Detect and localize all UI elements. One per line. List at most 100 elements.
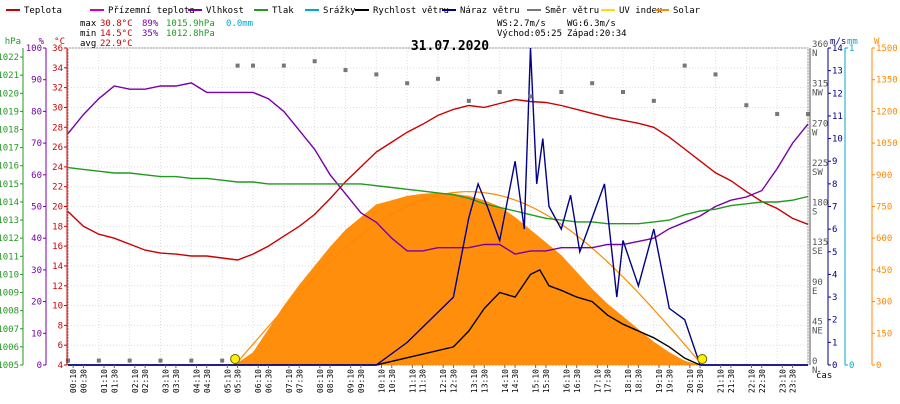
pressure-tick-label: 1013 [0, 216, 19, 226]
pressure-tick-label: 1020 [0, 89, 19, 99]
x-tick-label: 08:30 [326, 369, 335, 393]
stat-min-hum: 35% [142, 29, 159, 39]
humidity-axis-unit: % [39, 37, 45, 47]
pressure-tick-label: 1021 [0, 71, 19, 81]
wind-direction-point [312, 59, 317, 64]
x-tick-label: 02:10 [131, 369, 140, 393]
wind-direction-tick-name: E [812, 287, 817, 297]
wind-gust-info: WG:6.3m/s [567, 19, 616, 29]
x-tick-label: 07:10 [285, 369, 294, 393]
chart-title: 31.07.2020 [411, 39, 489, 54]
wind-speed-tick-label: 5 [832, 248, 837, 258]
pressure-tick-label: 1008 [0, 307, 19, 317]
solar-tick-label: 150 [876, 329, 892, 339]
wind-direction-point [158, 358, 163, 363]
x-tick-label: 18:30 [634, 369, 643, 393]
wind-direction-tick-name: SW [812, 168, 823, 178]
x-axis-label: čas [816, 370, 832, 381]
temperature-tick-label: 22 [52, 183, 63, 193]
wind-direction-tick-value: 360 [812, 40, 828, 50]
pressure-tick-label: 1016 [0, 162, 19, 172]
pressure-tick-label: 1007 [0, 325, 19, 335]
humidity-tick-label: 60 [31, 171, 42, 181]
x-tick-label: 04:10 [192, 369, 201, 393]
x-tick-label: 15:10 [532, 369, 541, 393]
temperature-tick-label: 16 [52, 242, 63, 252]
pressure-tick-label: 1011 [0, 252, 19, 262]
sunset-marker [697, 354, 708, 364]
wind-direction-point [405, 81, 410, 86]
wind-direction-point [466, 98, 471, 103]
wind-direction-tick-name: NE [812, 326, 823, 336]
x-tick-label: 19:10 [655, 369, 664, 393]
wind-direction-point [651, 98, 656, 103]
solar-tick-label: 450 [876, 266, 892, 276]
legend-label-feels: Přízemní teplota [108, 6, 195, 16]
wind-direction-point [590, 81, 595, 86]
wind-direction-tick-value: 0 [812, 357, 817, 367]
legend-label-uv: UV index [619, 6, 663, 16]
wind-direction-point [806, 112, 810, 117]
x-tick-label: 06:30 [264, 369, 273, 393]
wind-speed-tick-label: 0 [832, 361, 837, 371]
wind-direction-point [96, 358, 101, 363]
wind-speed-tick-label: 14 [832, 44, 843, 54]
x-tick-label: 08:10 [316, 369, 325, 393]
x-tick-label: 16:10 [562, 369, 571, 393]
wind-speed-tick-label: 10 [832, 135, 843, 145]
wind-direction-point [436, 76, 440, 81]
pressure-tick-label: 1010 [0, 270, 19, 280]
solar-area [68, 192, 808, 365]
temperature-tick-label: 26 [52, 143, 63, 153]
wind-direction-point [374, 72, 379, 77]
pressure-tick-label: 1015 [0, 180, 19, 190]
stat-min-temp: 14.5°C [100, 29, 133, 39]
wind-direction-tick-value: 180 [812, 199, 828, 209]
x-tick-label: 20:10 [686, 369, 695, 393]
solar-tick-label: 600 [876, 234, 892, 244]
temperature-tick-label: 24 [52, 163, 63, 173]
humidity-tick-label: 70 [31, 139, 42, 149]
wind-direction-point [559, 90, 564, 95]
x-tick-label: 04:30 [203, 369, 212, 393]
wind-speed-tick-label: 4 [832, 270, 837, 280]
x-tick-label: 23:10 [778, 369, 787, 393]
x-tick-label: 00:10 [69, 369, 78, 393]
pressure-tick-label: 1017 [0, 144, 19, 154]
wind-direction-tick-value: 270 [812, 119, 828, 129]
x-tick-label: 11:10 [408, 369, 417, 393]
wind-direction-point [744, 103, 749, 108]
series-line-rychlost-větru [68, 268, 808, 366]
solar-tick-label: 0 [876, 361, 881, 371]
legend-label-press: Tlak [272, 6, 294, 16]
x-tick-label: 13:30 [480, 369, 489, 393]
wind-speed-tick-label: 6 [832, 225, 837, 235]
temperature-axis-unit: °C [54, 37, 65, 47]
solar-tick-label: 1500 [876, 44, 898, 54]
x-tick-label: 21:30 [727, 369, 736, 393]
x-tick-label: 03:30 [172, 369, 181, 393]
rain-tick-label: 1 [849, 44, 854, 54]
x-tick-label: 01:30 [110, 369, 119, 393]
wind-speed-tick-label: 13 [832, 67, 843, 77]
x-tick-label: 15:30 [542, 369, 551, 393]
x-tick-label: 14:10 [501, 369, 510, 393]
rain-axis-unit: mm [847, 37, 858, 47]
series-line-vlhkost [67, 82, 809, 255]
humidity-tick-label: 20 [31, 298, 42, 308]
sunrise-info: Východ:05:25 [497, 29, 562, 39]
wind-direction-point [281, 63, 286, 68]
pressure-tick-label: 1018 [0, 126, 19, 136]
x-tick-label: 05:10 [223, 369, 232, 393]
x-tick-label: 02:30 [141, 369, 150, 393]
temperature-tick-label: 4 [58, 361, 63, 371]
wind-direction-point [621, 90, 625, 95]
temperature-tick-label: 34 [52, 64, 63, 74]
temperature-tick-label: 14 [52, 262, 63, 272]
wind-speed-axis-unit: m/s [830, 37, 846, 47]
legend-label-gust: Náraz větru [460, 6, 520, 16]
wind-direction-point [127, 358, 132, 363]
wind-direction-point [251, 63, 255, 68]
